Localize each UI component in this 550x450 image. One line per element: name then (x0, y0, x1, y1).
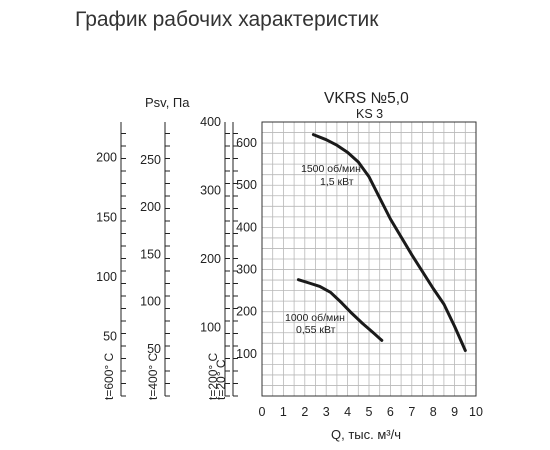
temperature-tick-label: 400 (200, 115, 221, 129)
x-tick-label: 8 (430, 405, 437, 419)
chart-axes: 0 1 2 3 4 5 6 7 8 9 10 100 200 300 400 500 600 50 100 150 20… (96, 115, 483, 419)
chart-submodel-label: KS 3 (356, 107, 383, 121)
series-1000-power: 0,55 кВт (296, 324, 336, 336)
temperature-tick-label: 200 (140, 200, 161, 214)
temperature-tick-label: 150 (140, 247, 161, 261)
y-tick-label: 600 (236, 136, 257, 150)
series-1500-label: 1500 об/мин (301, 163, 361, 175)
x-tick-label: 6 (387, 405, 394, 419)
y-tick-label: 100 (236, 347, 257, 361)
x-tick-label: 5 (366, 405, 373, 419)
temperature-tick-label: 50 (103, 329, 117, 343)
x-tick-label: 3 (323, 405, 330, 419)
x-tick-label: 4 (344, 405, 351, 419)
temperature-tick-label: 150 (96, 210, 117, 224)
series-1000-label: 1000 об/мин (285, 312, 345, 324)
temperature-axis-label: t=20° C (214, 359, 228, 400)
temperature-axis-label: t=400° C (146, 353, 160, 400)
chart-model-label: VKRS №5,0 (324, 90, 409, 107)
x-tick-label: 10 (469, 405, 483, 419)
chart-curves (296, 133, 467, 352)
x-tick-label: 1 (280, 405, 287, 419)
y-tick-label: 300 (236, 263, 257, 277)
temperature-tick-label: 300 (200, 184, 221, 198)
temperature-tick-label: 100 (200, 321, 221, 335)
temperature-tick-label: 250 (140, 153, 161, 167)
x-tick-label: 0 (259, 405, 266, 419)
plot-border (261, 121, 477, 397)
series-1500-power: 1,5 кВт (320, 176, 354, 188)
temperature-tick-label: 200 (96, 151, 117, 165)
chart-grid (261, 121, 477, 397)
temperature-axis-label: t=200° C (206, 353, 220, 400)
y-tick-label: 500 (236, 178, 257, 192)
temperature-tick-label: 100 (140, 295, 161, 309)
page-title: График рабочих характеристик (75, 8, 379, 31)
temperature-axis-label: t=600° C (102, 353, 116, 400)
curve-1000-rpm (296, 278, 384, 342)
x-tick-label: 9 (451, 405, 458, 419)
x-axis-title: Q, тыс. м³/ч (331, 427, 401, 442)
temperature-tick-label: 200 (200, 252, 221, 266)
y-axis-title: Psv, Па (145, 95, 190, 110)
x-tick-label: 7 (408, 405, 415, 419)
curve-1500-rpm (311, 133, 467, 352)
x-tick-label: 2 (301, 405, 308, 419)
y-tick-label: 200 (236, 305, 257, 319)
temperature-tick-label: 100 (96, 270, 117, 284)
temperature-tick-label: 50 (147, 342, 161, 356)
y-tick-label: 400 (236, 220, 257, 234)
